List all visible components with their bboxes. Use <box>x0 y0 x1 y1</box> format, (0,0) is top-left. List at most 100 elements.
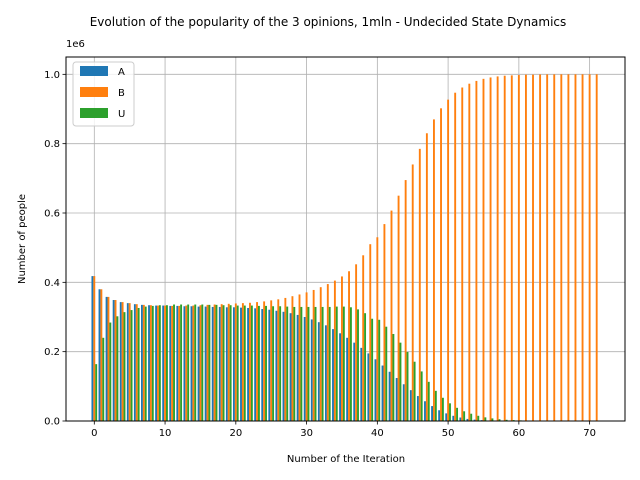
bar-U <box>236 305 239 421</box>
bar-U <box>505 419 508 421</box>
bar-B <box>390 210 393 421</box>
bar-B <box>433 119 435 422</box>
chart-title: Evolution of the popularity of the 3 opi… <box>90 15 567 29</box>
legend-swatch-U <box>80 108 108 118</box>
legend-label-A: A <box>118 67 125 78</box>
bar-B <box>149 305 152 421</box>
bar-U <box>364 313 367 421</box>
bar-A <box>91 276 94 421</box>
bar-B <box>425 133 428 421</box>
bar-U <box>215 304 218 421</box>
y-tick-label: 0.6 <box>44 209 60 220</box>
bar-U <box>441 397 444 421</box>
bar-B <box>249 302 251 421</box>
bar-A <box>119 302 122 421</box>
x-tick-label: 50 <box>442 428 455 439</box>
bar-B <box>93 276 96 421</box>
bar-U <box>201 304 204 421</box>
bar-A <box>162 305 165 421</box>
bar-U <box>194 304 197 421</box>
x-tick-label: 0 <box>91 428 97 439</box>
x-axis-label: Number of the Iteration <box>287 454 405 465</box>
bar-B <box>142 304 145 421</box>
bar-U <box>420 371 423 421</box>
bar-B <box>277 299 280 421</box>
bar-B <box>185 305 188 421</box>
bar-U <box>385 326 388 421</box>
bar-U <box>279 306 282 421</box>
bar-U <box>250 305 253 421</box>
bar-B <box>114 300 117 421</box>
bar-U <box>321 306 324 421</box>
bar-U <box>130 310 133 421</box>
bar-U <box>342 306 345 421</box>
x-tick-label: 40 <box>371 428 384 439</box>
bars <box>91 74 598 422</box>
bar-B <box>284 297 287 421</box>
bar-B <box>107 296 110 421</box>
bar-A <box>416 396 419 421</box>
bar-B <box>553 74 556 422</box>
bar-B <box>241 303 244 421</box>
bar-A <box>431 406 434 421</box>
bar-A <box>190 306 193 421</box>
bar-U <box>349 307 352 421</box>
y-tick-label: 0.2 <box>44 347 60 358</box>
bar-A <box>105 296 108 421</box>
bar-B <box>369 244 372 421</box>
bar-B <box>234 303 237 421</box>
bar-A <box>183 306 186 421</box>
bar-U <box>307 306 310 421</box>
bar-A <box>218 306 221 421</box>
bar-B <box>326 284 329 421</box>
bar-B <box>355 264 358 421</box>
ticks: 0 10 20 30 40 50 60 70 0.0 0.2 0.4 0.6 0.8 1.0 <box>44 70 596 439</box>
legend-label-U: U <box>118 109 125 120</box>
bar-B <box>376 237 379 421</box>
bar-B <box>482 78 485 421</box>
bar-B <box>171 305 174 421</box>
bar-U <box>406 352 409 421</box>
bar-A <box>261 309 264 421</box>
bar-U <box>434 390 437 421</box>
legend-label-B: B <box>118 88 125 99</box>
bar-U <box>378 319 381 421</box>
bar-U <box>102 337 105 421</box>
bar-B <box>298 294 301 421</box>
bar-U <box>286 306 289 421</box>
bar-B <box>135 304 138 421</box>
bar-A <box>395 378 398 421</box>
bar-B <box>447 99 450 421</box>
bar-B <box>312 289 315 421</box>
bar-U <box>427 381 430 421</box>
bar-B <box>157 305 159 421</box>
bar-U <box>272 306 275 421</box>
bar-U <box>158 305 161 421</box>
bar-B <box>496 76 499 421</box>
bar-B <box>581 74 584 422</box>
bar-B <box>263 301 266 421</box>
bar-A <box>296 314 299 421</box>
bar-A <box>438 410 441 421</box>
bar-A <box>112 300 115 421</box>
bar-B <box>574 74 577 421</box>
bar-B <box>546 74 549 422</box>
bar-B <box>539 74 542 422</box>
bar-A <box>197 306 200 421</box>
y-tick-label: 1.0 <box>44 70 60 81</box>
bar-B <box>270 300 273 421</box>
bar-A <box>268 309 271 421</box>
bar-A <box>360 347 363 421</box>
bar-B <box>213 304 216 421</box>
bar-B <box>178 305 181 421</box>
bar-B <box>595 74 598 421</box>
bar-U <box>470 413 473 421</box>
bar-U <box>243 305 246 421</box>
bar-U <box>477 415 480 421</box>
bar-B <box>206 304 209 421</box>
bar-A <box>310 319 313 421</box>
y-tick-label: 0.0 <box>44 417 60 428</box>
bar-A <box>275 310 278 421</box>
bar-A <box>402 384 405 421</box>
